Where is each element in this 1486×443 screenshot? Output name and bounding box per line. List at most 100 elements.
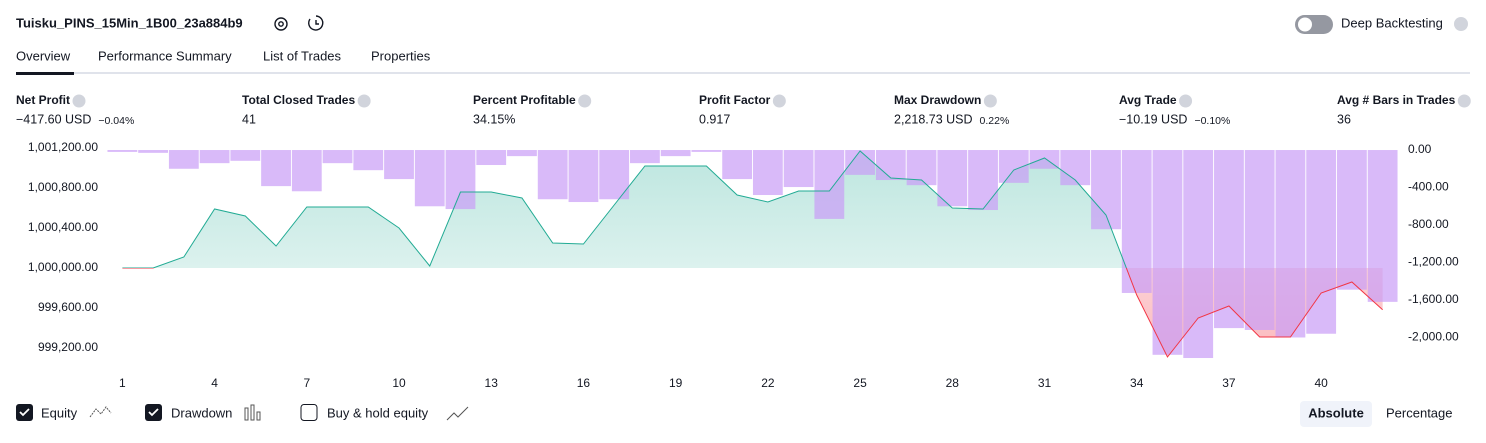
- x-tick-label: 34: [1130, 376, 1144, 390]
- y2-tick-label: -400.00: [1408, 180, 1449, 194]
- metric-label: Profit Factor: [699, 93, 771, 107]
- drawdown-bar: [1121, 150, 1152, 293]
- x-tick-label: 40: [1314, 376, 1328, 390]
- x-tick-label: 13: [485, 376, 499, 390]
- absolute-label: Absolute: [1308, 405, 1364, 420]
- tab[interactable]: Overview: [16, 48, 71, 63]
- metric-label: Net Profit: [16, 93, 70, 107]
- y2-tick-label: 0.00: [1408, 142, 1432, 156]
- active-tab-underline: [16, 72, 74, 75]
- metric-label: Percent Profitable: [473, 93, 576, 107]
- drawdown-bar: [1336, 150, 1367, 290]
- metric-value: 0.917: [699, 112, 730, 126]
- x-tick-label: 31: [1038, 376, 1052, 390]
- drawdown-bar: [1091, 150, 1121, 230]
- metric-sub: −0.10%: [1194, 115, 1230, 127]
- drawdown-bar: [1275, 150, 1306, 338]
- metric-value: −417.60 USD: [16, 112, 91, 126]
- drawdown-bar: [1183, 150, 1214, 359]
- drawdown-bar: [1244, 150, 1275, 330]
- drawdown-bar: [537, 150, 568, 200]
- metric-value: 36: [1337, 112, 1351, 126]
- equity-line: [122, 150, 1127, 268]
- drawdown-bar: [476, 150, 507, 166]
- info-icon: [72, 94, 86, 108]
- tab[interactable]: List of Trades: [263, 48, 342, 63]
- strategy-title: Tuisku_PINS_15Min_1B00_23a884b9: [16, 15, 243, 30]
- info-icon: [357, 94, 371, 108]
- drawdown-icon: [244, 404, 261, 421]
- check: [148, 408, 159, 417]
- x-tick-label: 25: [853, 376, 867, 390]
- info-icon: [1179, 94, 1193, 108]
- check: [19, 408, 30, 417]
- info-icon: [1457, 94, 1471, 108]
- info-icon: [983, 94, 997, 108]
- drawdown-bar: [507, 150, 537, 157]
- x-tick-label: 19: [669, 376, 683, 390]
- tab[interactable]: Properties: [371, 48, 431, 63]
- drawdown-bar: [599, 150, 630, 200]
- y-tick-label: 1,000,800.00: [28, 180, 98, 194]
- metric-label: Avg Trade: [1119, 93, 1177, 107]
- drawdown-bar: [630, 150, 660, 164]
- info-icon: [578, 94, 592, 108]
- metric-sub: −0.04%: [98, 115, 134, 127]
- legend-label: Drawdown: [171, 405, 232, 420]
- drawdown-bar: [783, 150, 814, 188]
- x-tick-label: 28: [946, 376, 960, 390]
- x-tick-label: 10: [392, 376, 406, 390]
- drawdown-bar: [445, 150, 476, 210]
- drawdown-bar: [322, 150, 353, 164]
- x-tick-label: 4: [211, 376, 218, 390]
- toggle-label: Deep Backtesting: [1341, 15, 1443, 30]
- y-tick-label: 999,600.00: [38, 300, 98, 314]
- absolute-button[interactable]: [1300, 401, 1372, 427]
- y-tick-label: 1,000,000.00: [28, 260, 98, 274]
- drawdown-bar: [414, 150, 445, 207]
- y-tick-label: 999,200.00: [38, 340, 98, 354]
- buy-hold-checkbox[interactable]: [300, 404, 318, 421]
- y2-tick-label: -2,000.00: [1408, 330, 1459, 344]
- x-tick-label: 16: [577, 376, 591, 390]
- x-tick-label: 7: [303, 376, 310, 390]
- tab[interactable]: Performance Summary: [98, 48, 232, 63]
- help-icon[interactable]: [1454, 17, 1468, 31]
- y2-tick-label: -1,200.00: [1408, 255, 1459, 269]
- drawdown-bar: [384, 150, 414, 180]
- metric-sub: 0.22%: [980, 115, 1010, 127]
- x-tick-label: 1: [119, 376, 126, 390]
- y-tick-label: 1,001,200.00: [28, 140, 98, 154]
- drawdown-bar: [1367, 150, 1398, 302]
- drawdown-bar: [660, 150, 691, 157]
- metric-value: −10.19 USD: [1119, 112, 1187, 126]
- drawdown-bar: [1214, 150, 1244, 329]
- y2-tick-label: -800.00: [1408, 217, 1449, 231]
- equity-icon: [89, 406, 112, 418]
- buy-hold-icon: [446, 406, 469, 421]
- drawdown-bar: [814, 150, 845, 219]
- drawdown-bar: [568, 150, 599, 203]
- metric-value: 34.15%: [473, 112, 515, 126]
- metric-label: Max Drawdown: [894, 93, 981, 107]
- x-tick-label: 22: [761, 376, 775, 390]
- drawdown-bar: [1060, 150, 1091, 186]
- drawdown-bar: [845, 150, 875, 175]
- drawdown-bar: [691, 150, 722, 152]
- metric-label: Avg # Bars in Trades: [1337, 93, 1456, 107]
- drawdown-bar: [1152, 150, 1183, 355]
- settings-icon[interactable]: [274, 17, 288, 31]
- drawdown-bar: [722, 150, 753, 180]
- drawdown-bar: [1029, 150, 1060, 169]
- drawdown-bar: [291, 150, 322, 192]
- drawdown-bar: [261, 150, 291, 187]
- percentage-button[interactable]: Percentage: [1386, 405, 1453, 420]
- y2-tick-label: -1,600.00: [1408, 292, 1459, 306]
- replay-icon[interactable]: [308, 15, 324, 31]
- checkbox-label: Buy & hold equity: [327, 405, 429, 420]
- metric-value: 41: [242, 112, 256, 126]
- drawdown-bar: [752, 150, 783, 196]
- drawdown-bar: [138, 150, 169, 153]
- metric-value: 2,218.73 USD: [894, 112, 973, 126]
